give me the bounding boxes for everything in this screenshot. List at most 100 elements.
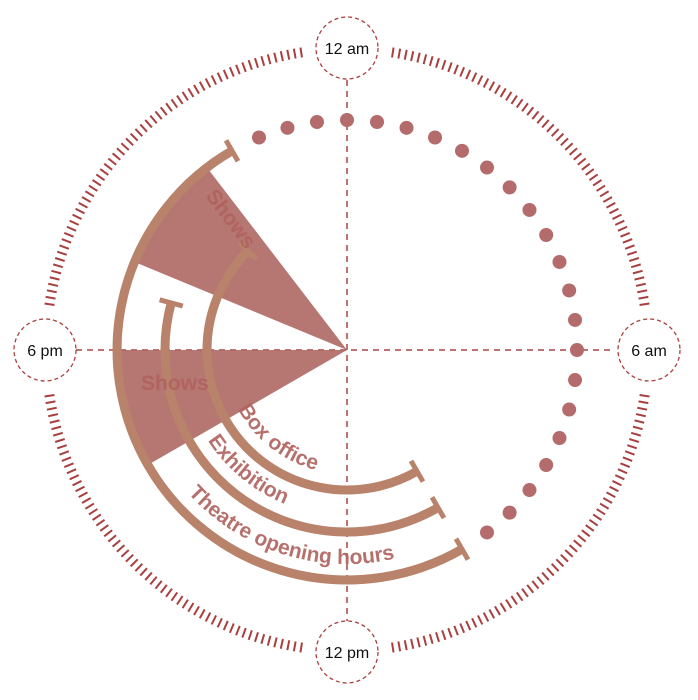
ring-tick <box>139 567 148 577</box>
ring-tick <box>84 502 95 510</box>
ring-tick <box>505 599 513 609</box>
ring-tick <box>499 602 507 613</box>
ring-tick <box>48 282 59 287</box>
ring-tick <box>599 190 610 198</box>
ring-tick <box>222 620 229 631</box>
ring-tick <box>75 485 85 493</box>
ring-tick <box>46 289 57 294</box>
ring-tick <box>66 225 77 232</box>
ring-tick <box>81 497 92 504</box>
ring-tick <box>292 641 297 652</box>
ring-tick <box>228 66 235 77</box>
ring-tick <box>632 425 643 431</box>
ring-tick <box>622 456 633 462</box>
ring-tick <box>459 66 466 77</box>
ring-tick <box>273 52 278 63</box>
ring-tick <box>630 431 642 437</box>
ring-tick <box>577 534 587 543</box>
closed-hour-dot <box>340 113 354 127</box>
hour-label-circle <box>315 16 379 80</box>
ring-tick <box>286 640 291 651</box>
ring-tick <box>620 462 631 469</box>
ring-tick <box>120 549 130 558</box>
ring-tick <box>279 51 284 62</box>
ring-tick <box>204 78 212 88</box>
ring-tick <box>620 231 631 238</box>
ring-tick <box>416 52 421 63</box>
ring-tick <box>612 213 622 220</box>
ring-tick <box>61 456 72 462</box>
ring-tick <box>187 87 195 98</box>
ring-tick <box>266 54 272 65</box>
ring-tick <box>228 623 235 634</box>
ring-tick <box>44 394 55 398</box>
closed-hour-dot <box>522 483 537 498</box>
ring-tick <box>505 91 513 101</box>
ring-tick <box>585 168 595 176</box>
ring-tick <box>397 641 402 652</box>
ring-tick <box>465 620 472 631</box>
ring-tick <box>99 524 109 532</box>
ring-tick <box>63 462 74 469</box>
ring-tick <box>88 184 98 192</box>
ring-tick <box>299 47 303 58</box>
ring-tick <box>596 184 606 192</box>
ring-tick <box>531 110 540 120</box>
ring-tick <box>541 571 550 581</box>
ring-tick <box>435 57 440 69</box>
ring-tick <box>628 257 640 262</box>
arc-end-cap <box>237 240 259 262</box>
ring-tick <box>606 491 616 499</box>
ring-tick <box>159 106 168 116</box>
ring-tick <box>204 612 212 622</box>
ring-tick <box>120 142 130 151</box>
ring-tick <box>453 64 459 75</box>
arc-end-cap <box>223 139 241 163</box>
ring-tick <box>602 196 613 203</box>
ring-tick <box>56 250 68 256</box>
ring-tick <box>116 147 126 156</box>
ring-tick <box>134 563 144 572</box>
ring-tick <box>144 119 153 129</box>
ring-tick <box>181 599 189 609</box>
ring-tick <box>216 72 223 83</box>
ring-tick <box>568 544 578 553</box>
ring-tick <box>560 553 569 563</box>
ring-tick <box>154 580 163 590</box>
hour-label: 12 am <box>325 41 369 58</box>
ring-tick <box>622 238 633 244</box>
arc-end-cap <box>408 459 426 483</box>
ring-tick <box>241 62 247 73</box>
closed-hour-dot <box>455 143 469 158</box>
ring-tick <box>134 128 144 137</box>
ring-tick <box>536 114 545 124</box>
shows-wedge-1 <box>119 350 347 464</box>
ring-tick <box>56 444 68 450</box>
ring-tick <box>78 201 88 209</box>
ring-tick <box>129 558 139 568</box>
ring-tick <box>170 98 179 109</box>
ring-tick <box>107 534 117 543</box>
hour-label: 6 am <box>631 343 667 360</box>
ring-tick <box>165 588 173 598</box>
ring-tick <box>585 524 595 532</box>
ring-tick <box>515 591 524 602</box>
hour-label-circle <box>315 620 379 684</box>
ring-tick <box>48 413 59 418</box>
ring-tick <box>78 491 88 499</box>
ring-tick <box>624 450 635 456</box>
ring-tick <box>222 69 229 80</box>
ring-tick <box>471 617 478 628</box>
ring-tick <box>441 59 447 71</box>
arc-end-cap <box>429 495 447 520</box>
ring-tick <box>515 98 524 109</box>
ring-tick <box>568 147 578 156</box>
ring-tick <box>46 406 57 411</box>
ring-tick <box>241 627 247 638</box>
arc-end-cap <box>158 297 184 309</box>
ring-tick <box>198 609 206 619</box>
ring-tick <box>550 563 560 572</box>
ring-tick <box>612 480 622 487</box>
ring-tick <box>635 282 646 287</box>
